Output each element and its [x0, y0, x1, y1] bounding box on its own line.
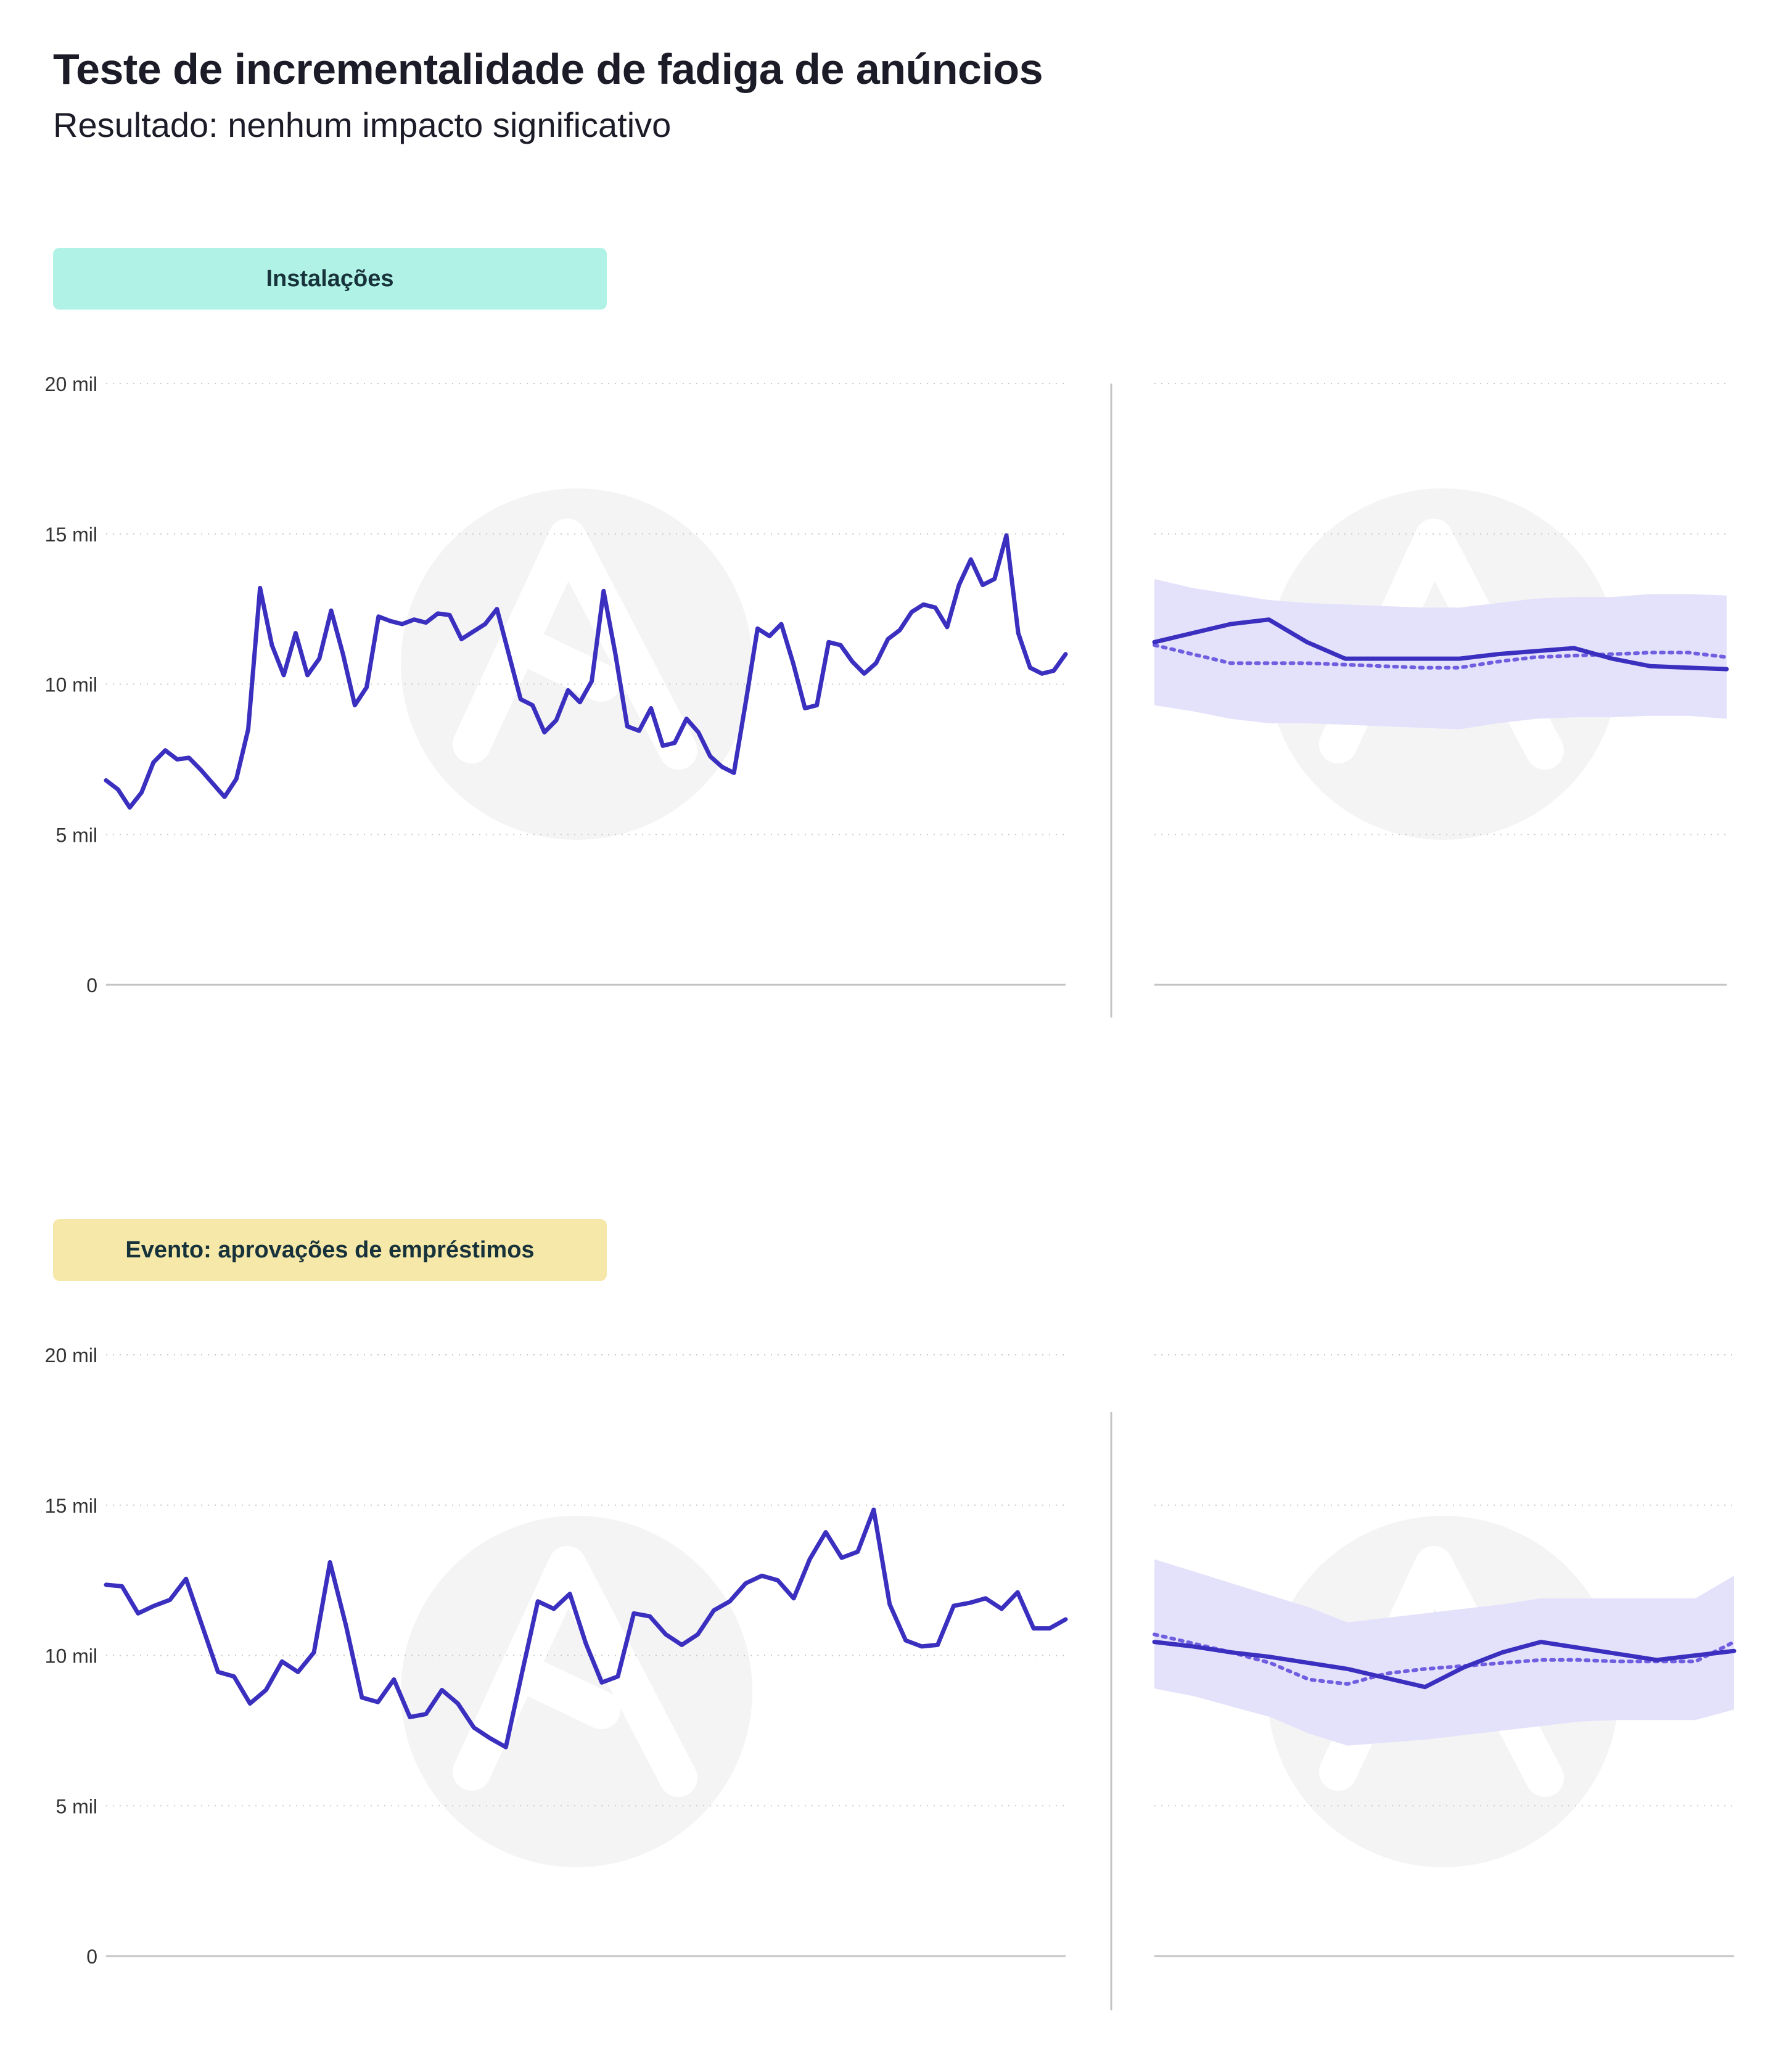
- actual-line-1: [1152, 1640, 1737, 1690]
- y-tick-label-1-4: 20 mil: [45, 1344, 97, 1367]
- installs-section-badge: Instalações: [53, 248, 607, 310]
- y-tick-label-1-3: 15 mil: [45, 1495, 97, 1517]
- confidence-band-0: [1154, 578, 1727, 730]
- y-tick-label-1-2: 10 mil: [45, 1645, 97, 1667]
- history-line-1: [104, 1507, 1068, 1749]
- watermark-logo-left-0: [401, 488, 752, 840]
- page-title: Teste de incrementalidade de fadiga de a…: [53, 45, 1043, 93]
- history-line-0: [104, 533, 1068, 810]
- y-tick-label-0-2: 10 mil: [45, 674, 97, 696]
- expected-line-1: [1153, 1632, 1736, 1686]
- confidence-band-1: [1154, 1559, 1734, 1746]
- y-tick-label-0-3: 15 mil: [45, 524, 97, 546]
- page-subtitle: Resultado: nenhum impacto significativo: [53, 105, 672, 144]
- watermark-logo-left-1: [401, 1516, 752, 1867]
- actual-line-0: [1152, 617, 1729, 672]
- expected-line-0: [1153, 643, 1729, 670]
- y-tick-label-0-0: 0: [86, 974, 97, 997]
- y-tick-label-0-4: 20 mil: [45, 373, 97, 395]
- loan-approvals-section-badge: Evento: aprovações de empréstimos: [53, 1219, 607, 1281]
- y-tick-label-1-0: 0: [86, 1946, 97, 1968]
- watermark-logo-left-1-glyph: [453, 1546, 697, 1797]
- y-tick-label-1-1: 5 mil: [56, 1795, 97, 1817]
- y-tick-label-0-1: 5 mil: [56, 824, 97, 846]
